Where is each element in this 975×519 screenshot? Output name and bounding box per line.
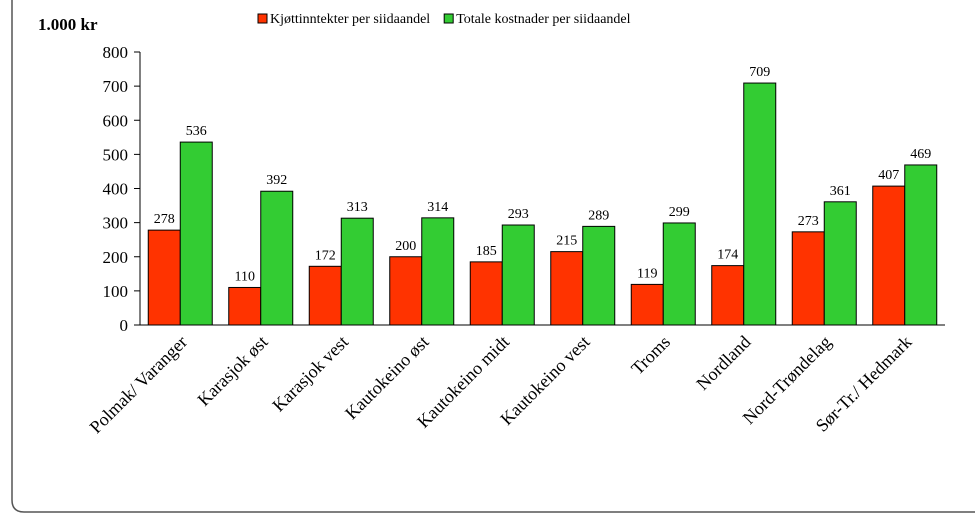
bar [904,164,938,326]
legend-label: Kjøttinntekter per siidaandel [270,12,430,27]
value-label: 174 [717,248,738,263]
legend-swatch [257,13,268,24]
value-label: 293 [508,207,529,222]
bar [469,261,503,326]
value-label: 119 [637,266,657,281]
bar [582,225,616,326]
y-axis-title: 1.000 kr [38,15,98,34]
x-tick-label: Troms [627,332,674,379]
value-label: 361 [830,184,851,199]
x-tick-label: Kautokeino øst [341,332,433,424]
y-tick-label: 100 [103,282,129,301]
bar [389,256,423,326]
x-tick-label: Polmak/ Varanger [86,332,191,437]
value-label: 200 [395,239,416,254]
value-label: 215 [556,234,577,249]
frame [11,0,975,513]
value-label: 709 [749,65,770,80]
bar [260,190,294,326]
y-tick-label: 400 [103,180,129,199]
value-label: 172 [315,248,336,263]
bar [630,283,664,326]
x-tick-label: Karasjok vest [268,332,352,416]
bar [179,141,213,326]
value-label: 299 [669,205,690,220]
x-tick-label: Nordland [692,332,754,394]
value-label: 469 [910,147,931,162]
value-label: 536 [186,124,207,139]
bar [501,224,535,326]
bar [340,217,374,326]
value-label: 407 [878,168,899,183]
bar [147,229,181,326]
bar [550,251,584,326]
value-label: 110 [235,269,255,284]
value-label: 314 [427,200,448,215]
value-label: 289 [588,208,609,223]
bar [308,265,342,326]
bar [711,265,745,326]
y-tick-label: 700 [103,77,129,96]
legend-label: Totale kostnader per siidaandel [456,12,630,27]
y-tick-label: 200 [103,248,129,267]
bar [872,185,906,326]
value-label: 278 [154,212,175,227]
y-tick-label: 600 [103,111,129,130]
bar [421,217,455,326]
y-tick-label: 800 [103,43,129,62]
bar [823,201,857,326]
x-tick-label: Karasjok øst [193,332,271,410]
y-tick-label: 300 [103,214,129,233]
y-tick-label: 0 [120,316,129,335]
bar [791,231,825,326]
value-label: 273 [798,214,819,229]
value-label: 392 [266,173,287,188]
bar [743,82,777,326]
value-label: 185 [476,244,497,259]
value-label: 313 [347,200,368,215]
legend-swatch [443,13,454,24]
bar [662,222,696,326]
y-tick-label: 500 [103,145,129,164]
bar [228,286,262,326]
